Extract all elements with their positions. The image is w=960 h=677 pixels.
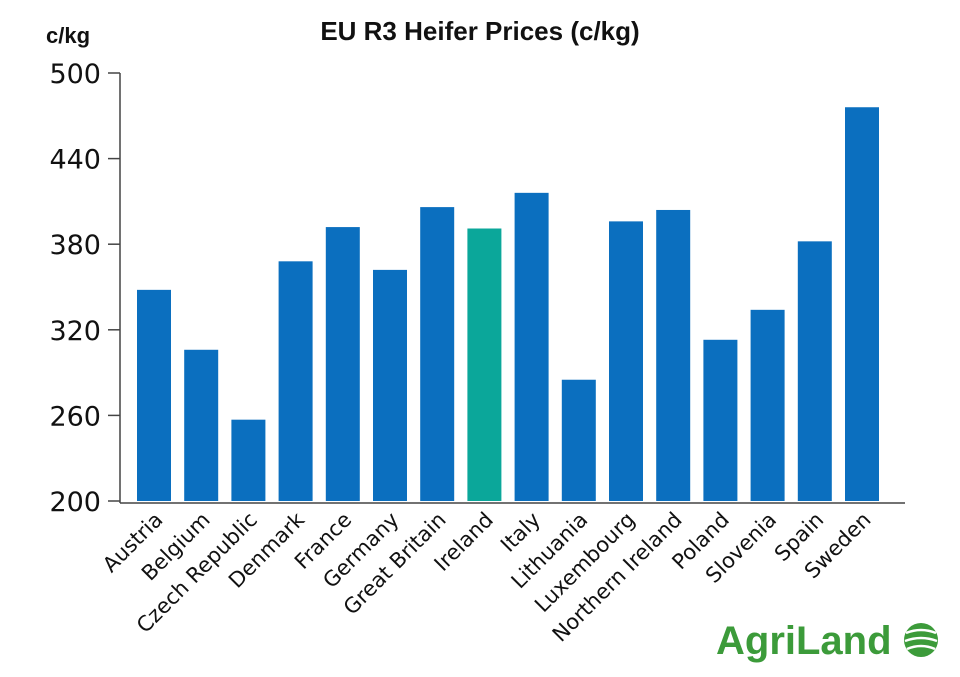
bar-slovenia	[750, 309, 785, 501]
y-axis-label: c/kg	[46, 23, 90, 48]
logo-globe-icon	[904, 623, 938, 657]
bar-northern-ireland	[656, 209, 691, 501]
y-tick-label: 320	[49, 316, 101, 347]
bar-germany	[373, 269, 407, 501]
chart-title: EU R3 Heifer Prices (c/kg)	[320, 16, 639, 46]
bar-denmark	[278, 261, 313, 501]
bar-lithuania	[561, 379, 596, 501]
y-tick-label: 500	[49, 59, 101, 90]
bar-austria	[137, 289, 171, 501]
bar-great-britain	[420, 207, 455, 501]
logo-text: AgriLand	[716, 619, 892, 663]
bars	[137, 107, 879, 502]
y-tick-label: 380	[49, 230, 101, 261]
y-axis: 200 260 320 380 440 500	[49, 59, 905, 518]
bar-italy	[514, 192, 549, 501]
bar-sweden	[845, 107, 879, 502]
bar-france	[325, 227, 360, 501]
bar-belgium	[184, 349, 219, 501]
y-tick-label: 200	[49, 487, 101, 518]
bar-luxembourg	[609, 221, 643, 501]
bar-ireland	[467, 228, 502, 502]
agriland-logo: AgriLand	[716, 619, 938, 663]
y-tick-label: 440	[49, 145, 101, 176]
y-tick-label: 260	[49, 401, 101, 432]
bar-spain	[797, 241, 832, 501]
bar-poland	[703, 339, 738, 501]
bar-czech-republic	[231, 419, 266, 501]
